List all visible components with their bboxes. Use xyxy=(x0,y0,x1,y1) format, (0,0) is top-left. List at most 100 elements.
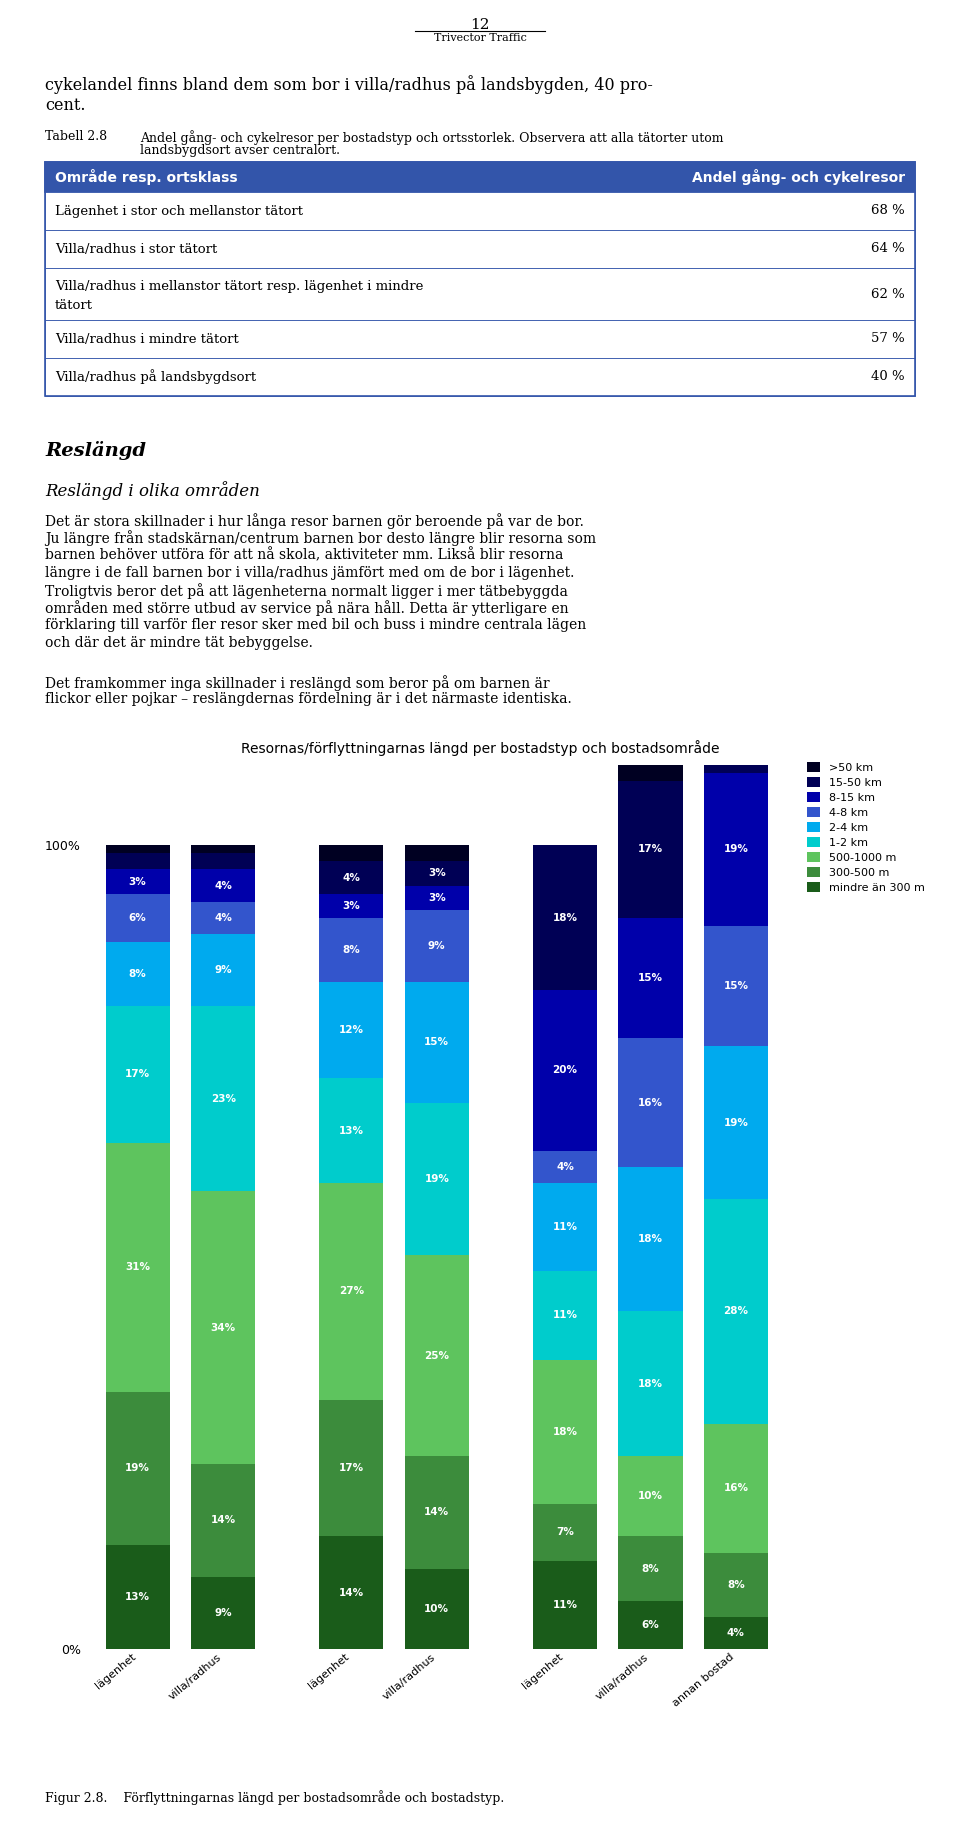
Text: 6%: 6% xyxy=(641,1620,660,1630)
Bar xyxy=(320,918,383,982)
Bar xyxy=(191,845,255,854)
Text: Ju längre från stadskärnan/centrum barnen bor desto längre blir resorna som: Ju längre från stadskärnan/centrum barne… xyxy=(45,530,596,547)
Bar xyxy=(45,358,915,397)
Bar xyxy=(533,1271,597,1359)
Bar xyxy=(704,1200,768,1425)
Text: 9%: 9% xyxy=(214,1608,232,1619)
Text: 18%: 18% xyxy=(638,1379,663,1388)
Bar xyxy=(191,1006,255,1191)
Bar xyxy=(533,989,597,1150)
Bar xyxy=(320,1183,383,1399)
Text: Villa/radhus i stor tätort: Villa/radhus i stor tätort xyxy=(55,243,217,256)
Text: 8%: 8% xyxy=(641,1564,660,1573)
Text: 57 %: 57 % xyxy=(872,333,905,346)
Text: 4%: 4% xyxy=(214,913,232,922)
Text: Reslängd i olika områden: Reslängd i olika områden xyxy=(45,481,260,499)
Bar xyxy=(320,845,383,861)
Text: Villa/radhus på landsbygdsort: Villa/radhus på landsbygdsort xyxy=(55,369,256,384)
Bar xyxy=(618,1039,683,1167)
Bar xyxy=(533,1560,597,1650)
Text: 4%: 4% xyxy=(556,1161,574,1172)
Text: 11%: 11% xyxy=(553,1600,578,1610)
Text: Troligtvis beror det på att lägenheterna normalt ligger i mer tätbebyggda: Troligtvis beror det på att lägenheterna… xyxy=(45,583,568,598)
Text: 18%: 18% xyxy=(638,1235,663,1244)
Text: 3%: 3% xyxy=(428,869,445,878)
Text: 13%: 13% xyxy=(125,1591,150,1602)
Bar xyxy=(533,845,597,989)
Bar xyxy=(106,1006,170,1143)
FancyBboxPatch shape xyxy=(45,163,915,192)
Text: 8%: 8% xyxy=(129,969,147,979)
Text: 19%: 19% xyxy=(724,1118,749,1128)
Text: landsbygdsort avser centralort.: landsbygdsort avser centralort. xyxy=(140,144,340,157)
Bar xyxy=(106,1544,170,1650)
Text: 17%: 17% xyxy=(339,1463,364,1472)
Bar xyxy=(106,1392,170,1544)
Bar xyxy=(618,733,683,781)
Text: 12%: 12% xyxy=(339,1026,364,1035)
Bar xyxy=(618,918,683,1039)
Text: 25%: 25% xyxy=(424,1350,449,1361)
Text: 64 %: 64 % xyxy=(872,243,905,256)
Text: områden med större utbud av service på nära håll. Detta är ytterligare en: områden med större utbud av service på n… xyxy=(45,600,568,616)
Text: och där det är mindre tät bebyggelse.: och där det är mindre tät bebyggelse. xyxy=(45,635,313,649)
Text: Lägenhet i stor och mellanstor tätort: Lägenhet i stor och mellanstor tätort xyxy=(55,205,303,218)
Text: flickor eller pojkar – reslängdernas fördelning är i det närmaste identiska.: flickor eller pojkar – reslängdernas för… xyxy=(45,693,572,706)
Bar xyxy=(405,1255,468,1456)
Text: 3%: 3% xyxy=(428,893,445,902)
Text: barnen behöver utföra för att nå skola, aktiviteter mm. Likså blir resorna: barnen behöver utföra för att nå skola, … xyxy=(45,549,564,563)
Text: 15%: 15% xyxy=(424,1037,449,1048)
Bar xyxy=(191,854,255,869)
Bar xyxy=(405,885,468,909)
Bar xyxy=(191,869,255,902)
Bar xyxy=(704,741,768,774)
Bar xyxy=(618,1600,683,1650)
Text: 28%: 28% xyxy=(724,1306,749,1317)
Text: 19%: 19% xyxy=(424,1174,449,1183)
Text: 10%: 10% xyxy=(638,1491,663,1502)
Bar xyxy=(320,894,383,918)
Bar xyxy=(45,230,915,269)
Text: Villa/radhus i mindre tätort: Villa/radhus i mindre tätort xyxy=(55,333,239,346)
Bar xyxy=(405,845,468,861)
Text: 62 %: 62 % xyxy=(872,287,905,300)
Bar xyxy=(191,902,255,935)
Bar xyxy=(618,1456,683,1536)
Text: Reslängd: Reslängd xyxy=(45,441,146,461)
Text: Andel gång- och cykelresor per bostadstyp och ortsstorlek. Observera att alla tä: Andel gång- och cykelresor per bostadsty… xyxy=(140,130,724,144)
Bar xyxy=(704,774,768,925)
Text: 8%: 8% xyxy=(727,1580,745,1589)
Bar xyxy=(106,854,170,869)
Bar xyxy=(106,845,170,854)
Text: 68 %: 68 % xyxy=(872,205,905,218)
Text: 3%: 3% xyxy=(343,900,360,911)
Bar xyxy=(191,1577,255,1650)
Bar xyxy=(320,1399,383,1536)
Text: 23%: 23% xyxy=(210,1094,235,1103)
Text: 4%: 4% xyxy=(727,1628,745,1639)
Text: 16%: 16% xyxy=(724,1483,749,1492)
Text: Det framkommer inga skillnader i reslängd som beror på om barnen är: Det framkommer inga skillnader i resläng… xyxy=(45,675,550,691)
Text: Resornas/förflyttningarnas längd per bostadstyp och bostadsområde: Resornas/förflyttningarnas längd per bos… xyxy=(241,741,719,755)
Text: 13%: 13% xyxy=(339,1125,364,1136)
Bar xyxy=(191,1191,255,1465)
Bar xyxy=(191,1465,255,1577)
Text: 15%: 15% xyxy=(724,980,749,991)
Text: 4%: 4% xyxy=(343,872,360,883)
Bar xyxy=(618,1167,683,1311)
Text: 17%: 17% xyxy=(637,845,663,854)
Bar xyxy=(45,163,915,397)
Text: 16%: 16% xyxy=(638,1097,663,1108)
Text: 9%: 9% xyxy=(428,940,445,951)
Text: 34%: 34% xyxy=(210,1322,236,1333)
Text: Det är stora skillnader i hur långa resor barnen gör beroende på var de bor.: Det är stora skillnader i hur långa reso… xyxy=(45,512,584,529)
Text: Trivector Traffic: Trivector Traffic xyxy=(434,33,526,44)
Bar xyxy=(533,1359,597,1503)
Text: 7%: 7% xyxy=(556,1527,574,1538)
Text: förklaring till varför fler resor sker med bil och buss i mindre centrala lägen: förklaring till varför fler resor sker m… xyxy=(45,618,587,633)
Text: 4%: 4% xyxy=(727,752,745,763)
Bar xyxy=(704,1553,768,1617)
Text: 4%: 4% xyxy=(214,880,232,891)
Text: Område resp. ortsklass: Område resp. ortsklass xyxy=(55,168,238,185)
Text: Tabell 2.8: Tabell 2.8 xyxy=(45,130,108,143)
